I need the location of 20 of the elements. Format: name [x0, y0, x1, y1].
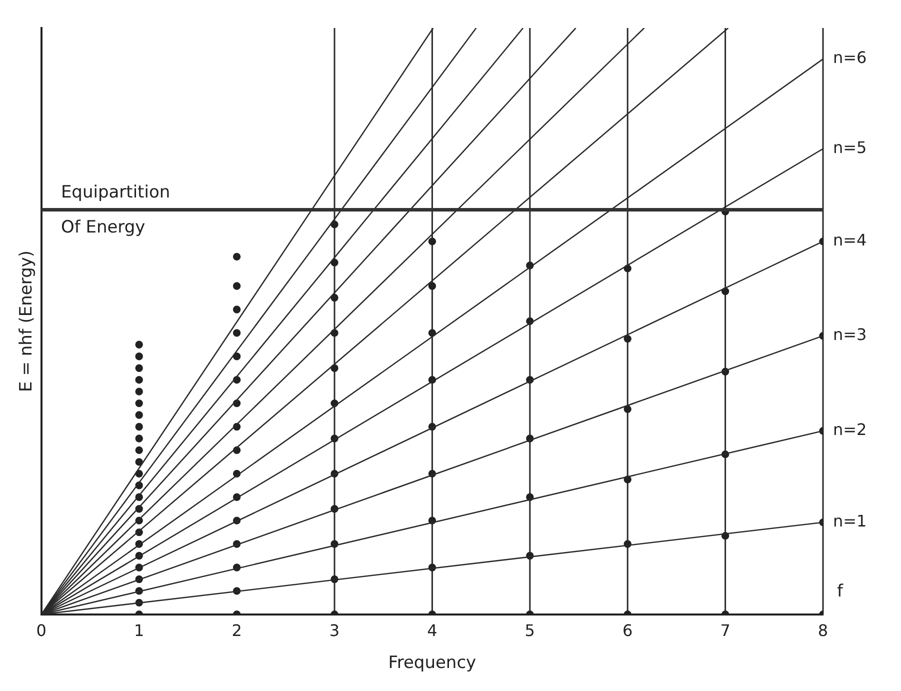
series-label: n=3: [833, 325, 867, 344]
ref-line-label: Equipartition: [60, 182, 170, 203]
x-tick-label: 4: [427, 621, 438, 640]
x-tick-label: 8: [818, 621, 828, 640]
series-label: n=5: [833, 138, 867, 157]
annotation: Of Energy: [60, 218, 146, 238]
x-tick-label: 1: [134, 621, 144, 640]
x-tick-label: 5: [524, 621, 535, 640]
x-tick-label: 7: [720, 621, 730, 640]
series-label: n=6: [833, 48, 867, 68]
series-label: n=4: [833, 230, 867, 250]
x-axis-title: Frequency: [388, 653, 476, 674]
x-tick-label: 6: [622, 621, 633, 640]
series-label: n=2: [833, 420, 867, 440]
y-axis-title: E = nhf (Energy): [16, 250, 37, 392]
text: f: [837, 581, 844, 602]
series-label: n=1: [833, 511, 867, 530]
x-tick-label: 0: [36, 621, 46, 640]
x-tick-label: 3: [329, 621, 340, 640]
x-tick-label: 2: [232, 621, 242, 640]
